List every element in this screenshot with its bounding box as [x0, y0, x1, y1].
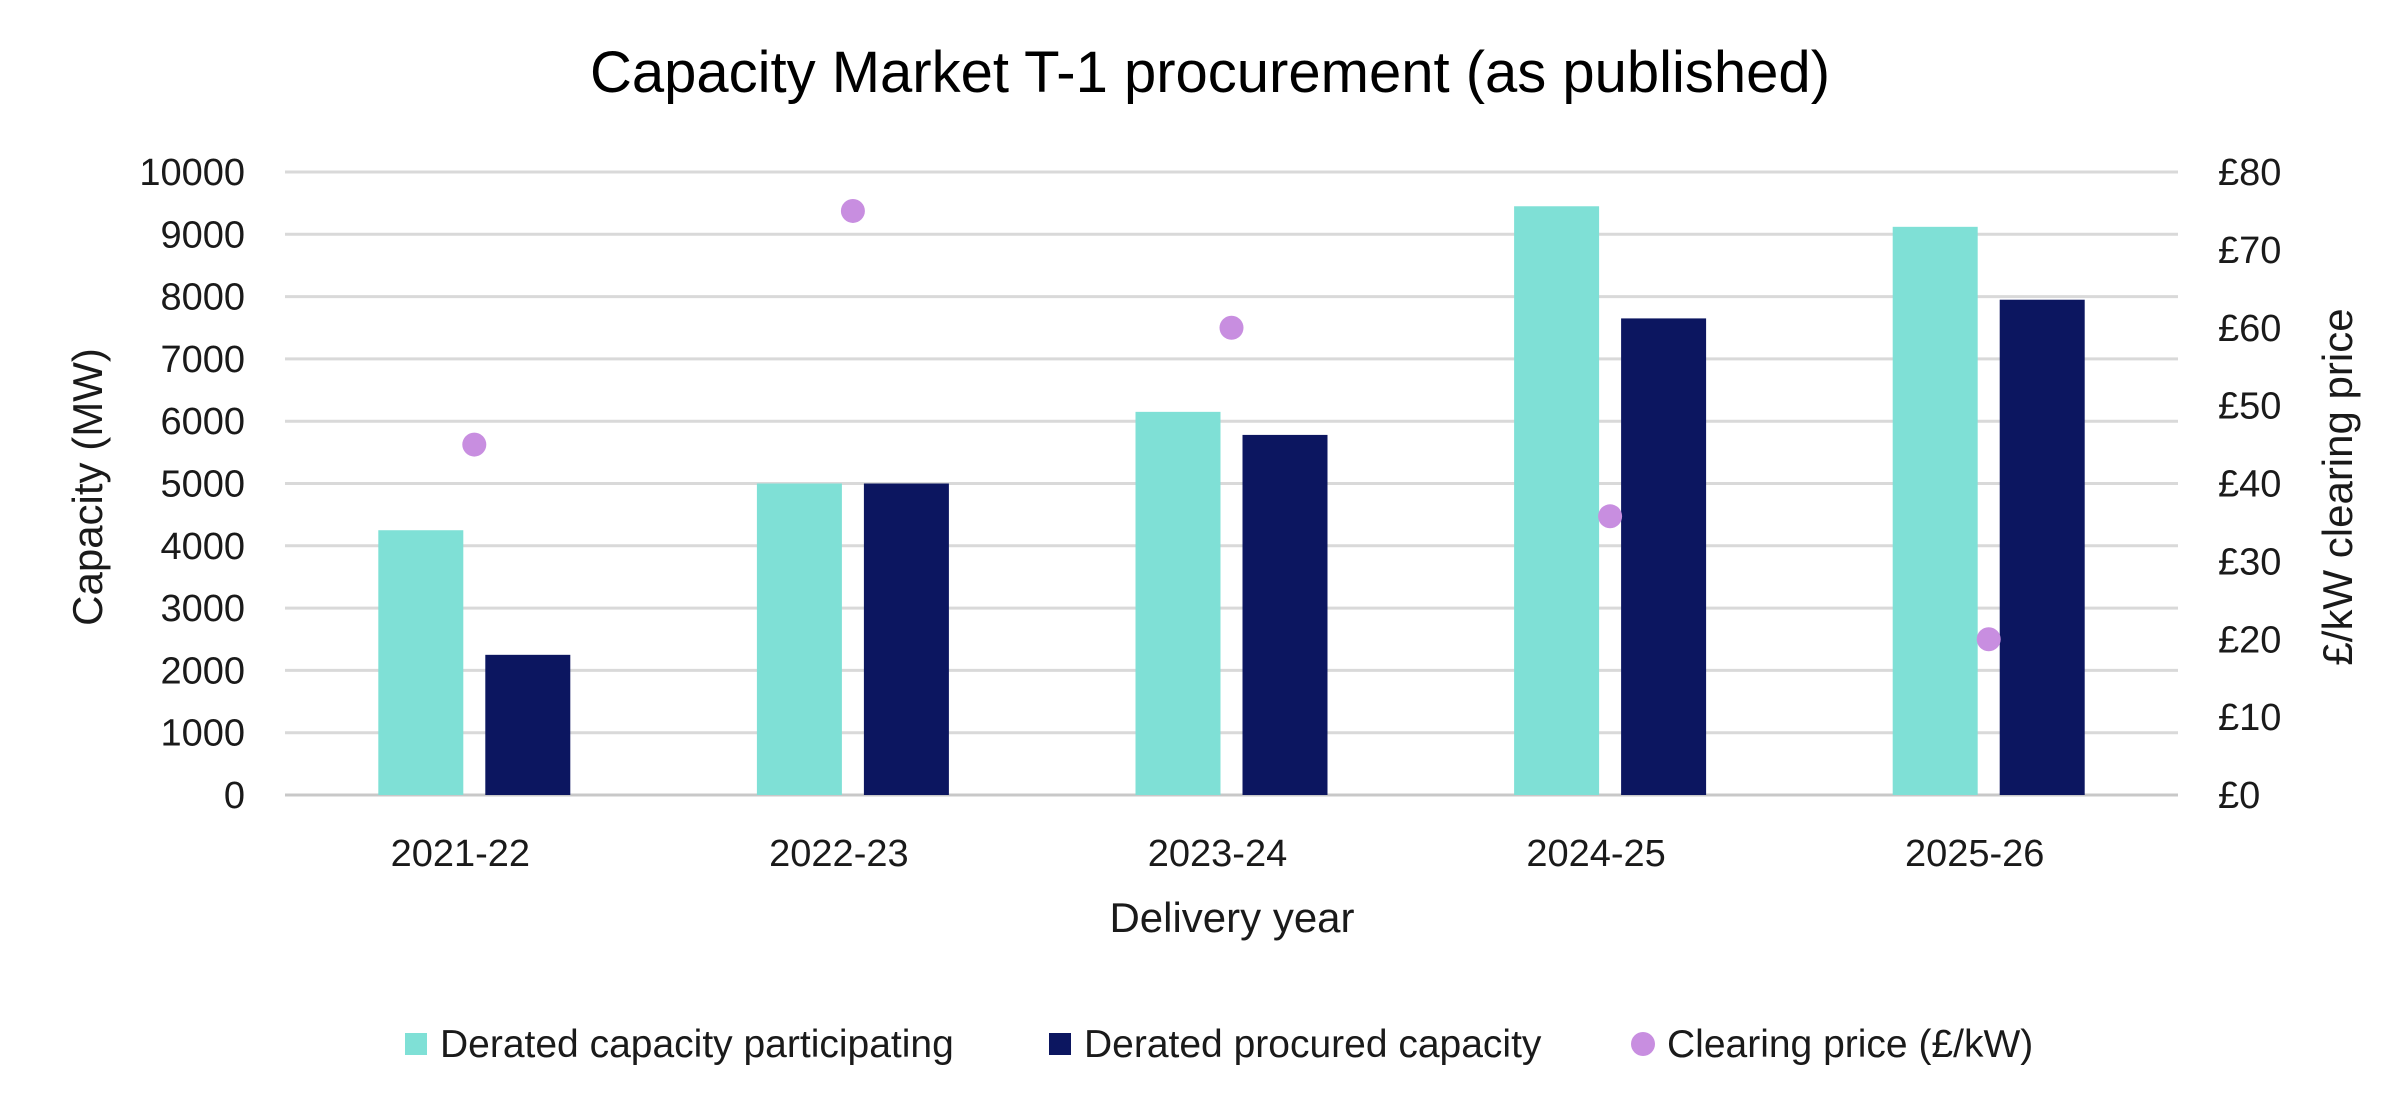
legend-label: Derated capacity participating — [440, 1023, 954, 1066]
bar-procured — [1621, 318, 1707, 795]
y-tick-label: 4000 — [160, 526, 245, 568]
y2-axis-title: £/kW clearing price — [2314, 308, 2361, 665]
x-tick-label: 2022-23 — [769, 833, 908, 875]
y-tick-label: 9000 — [160, 214, 245, 256]
y-tick-label: 0 — [224, 775, 245, 817]
y2-tick-label: £50 — [2218, 386, 2281, 428]
chart-title: Capacity Market T-1 procurement (as publ… — [590, 40, 1830, 105]
y2-tick-label: £10 — [2218, 697, 2281, 739]
price-point — [840, 198, 865, 223]
x-tick-label: 2024-25 — [1526, 833, 1665, 875]
y-tick-label: 3000 — [160, 588, 245, 630]
y2-tick-label: £30 — [2218, 541, 2281, 583]
y2-tick-label: £0 — [2218, 775, 2260, 817]
bars — [378, 206, 2085, 796]
legend: Derated capacity participating Derated pr… — [405, 1023, 2033, 1066]
y-axis-title: Capacity (MW) — [64, 348, 111, 626]
y2-tick-label: £70 — [2218, 230, 2281, 272]
legend-label: Clearing price (£/kW) — [1667, 1023, 2033, 1066]
legend-marker — [1631, 1032, 1655, 1056]
x-tick-label: 2023-24 — [1148, 833, 1287, 875]
bar-procured — [863, 483, 949, 795]
price-point — [462, 432, 487, 457]
price-point — [1976, 627, 2001, 652]
y-tick-label: 6000 — [160, 401, 245, 443]
y-tick-label: 10000 — [139, 152, 245, 194]
y2-tick-label: £20 — [2218, 619, 2281, 661]
bar-participating — [1892, 226, 1978, 796]
bar-procured — [1242, 434, 1328, 795]
bar-participating — [1514, 206, 1600, 795]
legend-swatch — [1049, 1033, 1071, 1055]
price-point — [1598, 504, 1623, 529]
y-tick-label: 7000 — [160, 339, 245, 381]
bar-procured — [485, 654, 571, 795]
x-axis-ticks: 2021-22 2022-23 2023-24 2024-25 2025-26 — [391, 833, 2045, 875]
y2-tick-label: £40 — [2218, 464, 2281, 506]
y-tick-label: 1000 — [160, 713, 245, 755]
y-tick-label: 5000 — [160, 464, 245, 506]
legend-label: Derated procured capacity — [1084, 1023, 1542, 1066]
y-axis-ticks: 0 1000 2000 3000 4000 5000 6000 7000 8000 9000 100… — [139, 152, 245, 817]
y2-axis-ticks: £0 £10 £20 £30 £40 £50 £60 £70 £80 — [2218, 152, 2281, 817]
bar-participating — [756, 483, 842, 795]
gridlines — [285, 170, 2178, 797]
y-tick-label: 2000 — [160, 650, 245, 692]
y-tick-label: 8000 — [160, 277, 245, 319]
x-tick-label: 2021-22 — [391, 833, 530, 875]
bar-procured — [1999, 299, 2085, 795]
x-axis-title: Delivery year — [1109, 894, 1354, 941]
bar-participating — [378, 530, 464, 795]
price-points — [462, 198, 2001, 652]
bar-participating — [1135, 411, 1221, 795]
x-tick-label: 2025-26 — [1905, 833, 2044, 875]
price-point — [1219, 315, 1244, 340]
y2-tick-label: £80 — [2218, 152, 2281, 194]
legend-swatch — [405, 1033, 427, 1055]
y2-tick-label: £60 — [2218, 308, 2281, 350]
